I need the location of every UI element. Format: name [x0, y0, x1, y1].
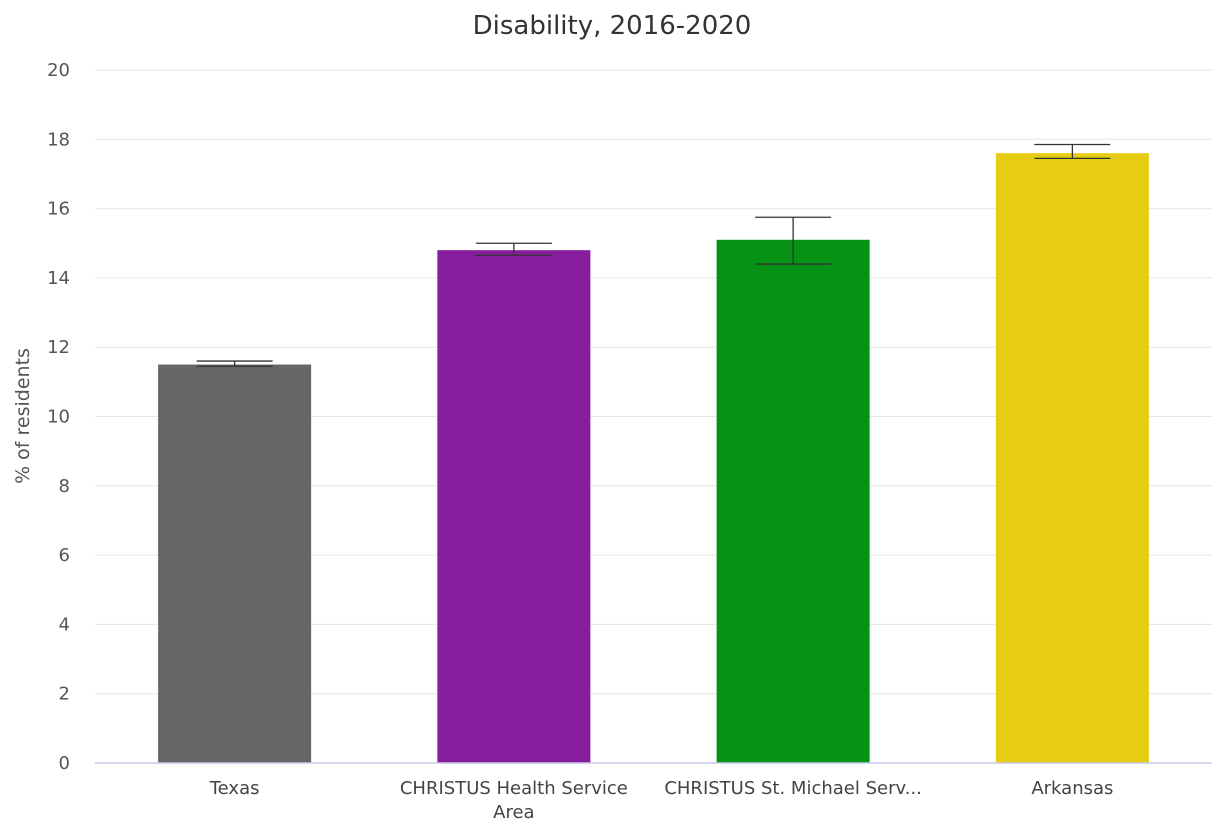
y-tick-label: 10 [47, 407, 70, 428]
x-tick-label: CHRISTUS Health Service [400, 778, 628, 799]
y-tick-label: 0 [59, 753, 70, 774]
bar [716, 239, 870, 763]
x-tick-label: Texas [209, 778, 260, 799]
chart-title: Disability, 2016-2020 [473, 11, 752, 41]
y-axis-label: % of residents [12, 348, 34, 484]
x-tick-label: Area [493, 802, 534, 823]
y-tick-label: 6 [59, 545, 70, 566]
y-tick-label: 16 [47, 199, 70, 220]
error-bar [755, 216, 832, 265]
bars [158, 153, 1149, 763]
y-tick-label: 12 [47, 337, 70, 358]
error-bar [1034, 143, 1111, 160]
bar [158, 364, 312, 763]
y-axis-ticks: 0 2 4 6 8 10 12 14 16 18 20 [47, 60, 70, 774]
x-axis-labels: Texas CHRISTUS Health Service Area CHRISTUS… [209, 778, 1114, 823]
y-tick-label: 18 [47, 129, 70, 150]
y-tick-label: 14 [47, 268, 70, 289]
y-tick-label: 4 [59, 614, 70, 635]
x-tick-label: CHRISTUS St. Michael Serv... [664, 778, 922, 799]
error-bars [196, 143, 1111, 367]
y-tick-label: 20 [47, 60, 70, 81]
x-tick-label: Arkansas [1031, 778, 1113, 799]
bar [437, 250, 591, 763]
error-bar [475, 242, 552, 257]
y-tick-label: 2 [59, 684, 70, 705]
error-bar [196, 360, 273, 367]
bar [995, 153, 1149, 763]
y-tick-label: 8 [59, 476, 70, 497]
